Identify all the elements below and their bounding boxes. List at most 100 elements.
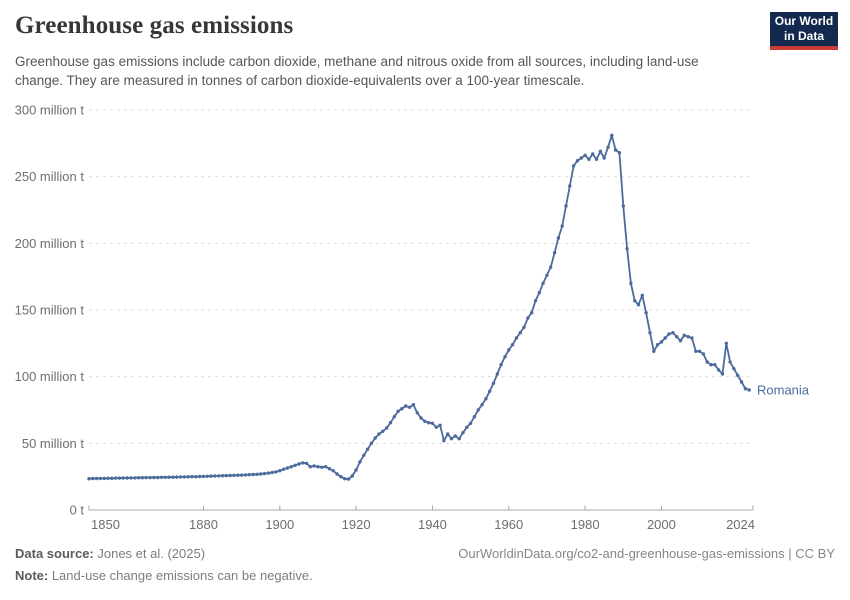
x-axis-tick-label: 2000 [647,517,676,532]
series-point [343,477,347,481]
series-point [201,474,206,479]
data-source-value: Jones et al. (2025) [93,546,206,561]
series-point [541,281,545,285]
series-point [507,348,511,352]
series-point [159,475,164,479]
series-point [312,464,316,468]
series-point [148,475,152,480]
series-point [289,465,293,469]
series-point [461,431,465,435]
series-point [728,360,732,364]
data-source-line: Data source: Jones et al. (2025) [15,546,205,561]
series-point [133,476,137,480]
y-axis-tick-label: 50 million t [22,436,85,451]
y-axis-tick-label: 300 million t [15,103,85,118]
series-point [522,325,526,329]
series-point [438,423,442,427]
series-point [415,411,419,415]
series-point [369,441,374,445]
series-point [720,372,725,376]
series-point [686,335,690,339]
series-point [362,453,366,457]
series-point [602,156,606,160]
series-point [297,462,301,466]
x-axis-tick-label: 2024 [726,517,755,532]
series-point [453,434,457,438]
series-point [270,470,274,475]
series-point [167,475,171,479]
series-point [617,151,622,155]
series-point [663,336,667,340]
series-point [301,461,305,465]
series-point [110,476,114,480]
series-point [396,409,400,413]
series-point [705,360,709,364]
series-point [724,341,728,345]
series-point [713,363,717,367]
series-point [209,474,213,478]
series-point [537,291,541,295]
series-point [365,447,370,451]
series-point [331,469,335,473]
series-point [255,472,259,476]
series-point [346,477,351,481]
series-point [503,355,507,359]
series-point [304,461,309,465]
page-title: Greenhouse gas emissions [15,12,294,39]
series-point [736,373,740,377]
series-point [579,156,583,160]
series-point [178,475,183,479]
series-point [404,404,408,408]
chart-footer: Data source: Jones et al. (2025) OurWorl… [15,546,835,590]
series-point [274,470,278,474]
series-point [510,343,515,347]
note-line: Note: Land-use change emissions can be n… [15,568,313,583]
series-label-romania[interactable]: Romania [757,383,810,398]
series-point [320,465,324,469]
series-point [316,465,320,469]
series-point [87,477,91,481]
series-point [465,425,469,429]
series-point [247,473,251,477]
series-point [575,159,580,163]
series-point [640,293,644,297]
series-point [648,331,652,335]
series-point [583,153,587,157]
series-point [434,425,438,429]
series-point [449,437,454,441]
series-point [675,335,679,339]
series-point [266,471,271,475]
series-point [610,133,614,137]
series-point [335,472,339,476]
series-point [182,475,187,479]
series-point [236,473,240,477]
series-point [136,476,141,480]
series-point [102,476,107,481]
owid-logo[interactable]: Our World in Data [770,12,838,50]
series-point [285,466,290,470]
series-point [144,475,148,480]
series-point [739,380,744,384]
series-point [495,372,499,376]
series-point [526,316,530,320]
series-point [514,336,519,340]
series-point [190,475,194,479]
series-point [621,204,625,208]
series-point [251,472,255,477]
series-point [117,476,122,480]
x-axis-tick-label: 1980 [571,517,600,532]
series-point [499,363,503,367]
series-point [518,331,522,335]
series-point [243,473,248,477]
series-point [293,463,297,467]
y-axis-tick-label: 150 million t [15,303,85,318]
series-point [373,436,377,440]
series-point [678,339,683,343]
owid-cc-link[interactable]: OurWorldinData.org/co2-and-greenhouse-ga… [458,546,835,561]
series-point [568,184,572,188]
series-point [549,265,553,269]
series-point [354,468,358,472]
series-point [358,460,362,464]
series-point [552,251,557,255]
